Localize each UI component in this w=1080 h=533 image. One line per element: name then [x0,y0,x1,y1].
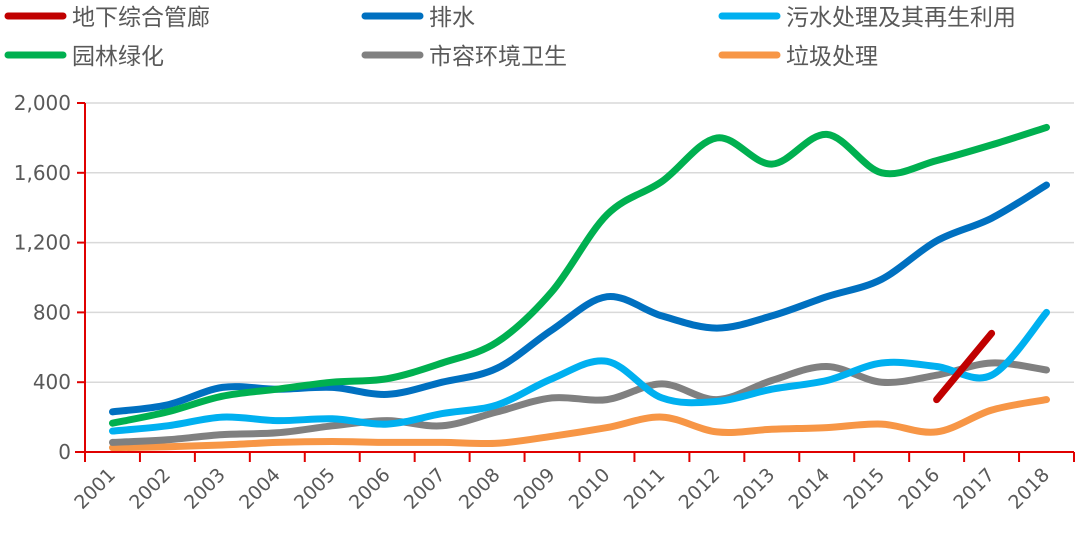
x-tick-label: 2007 [400,464,450,514]
x-tick-label: 2013 [730,464,780,514]
x-tick-label: 2008 [455,464,505,514]
legend-item-drainage: 排水 [361,5,475,31]
legend-label: 市容环境卫生 [429,44,567,70]
series-line-sanitation [108,359,1050,446]
series-line-landscaping [108,123,1050,427]
legend-label: 垃圾处理 [786,44,878,70]
x-tick-label: 2012 [675,464,725,514]
y-tick-label: 2,000 [14,91,71,115]
y-tick-label: 800 [33,300,71,324]
series-lines [108,123,1050,452]
y-tick-label: 1,600 [14,161,71,185]
x-tick-label: 2005 [290,464,340,514]
axes [75,103,1074,462]
series-line-utility-tunnel [933,329,996,404]
y-axis-ticks: 0 400 800 1,200 1,600 2,000 [14,91,85,464]
legend-label: 排水 [429,5,475,31]
legend-item-garbage-treatment: 垃圾处理 [718,44,878,70]
x-tick-label: 2018 [1004,464,1054,514]
x-tick-label: 2004 [235,464,285,514]
x-tick-label: 2014 [785,464,835,514]
x-tick-label: 2003 [180,464,230,514]
legend-label: 园林绿化 [72,44,164,70]
legend-item-sanitation: 市容环境卫生 [361,44,567,70]
x-tick-label: 2006 [345,464,395,514]
legend-label: 污水处理及其再生利用 [786,5,1016,31]
x-axis-ticks: 2001 2002 2003 2004 2005 2006 2007 2008 2009 2010… [70,452,1075,514]
y-tick-label: 1,200 [14,231,71,255]
x-tick-label: 2009 [510,464,560,514]
legend-item-utility-tunnel: 地下综合管廊 [4,5,210,31]
series-line-sewage-treatment [108,308,1050,435]
series-line-garbage-treatment [108,396,1050,452]
legend-item-sewage-treatment: 污水处理及其再生利用 [718,5,1016,31]
x-tick-label: 2015 [839,464,889,514]
x-tick-label: 2002 [125,464,175,514]
y-tick-label: 0 [58,440,71,464]
x-tick-label: 2011 [620,464,670,514]
x-tick-label: 2001 [70,464,120,514]
legend-item-landscaping: 园林绿化 [4,44,164,70]
x-tick-label: 2010 [565,464,615,514]
y-tick-label: 400 [33,370,71,394]
legend-label: 地下综合管廊 [72,5,210,31]
x-tick-label: 2017 [949,464,999,514]
gridlines [85,102,1074,383]
x-tick-label: 2016 [894,464,944,514]
